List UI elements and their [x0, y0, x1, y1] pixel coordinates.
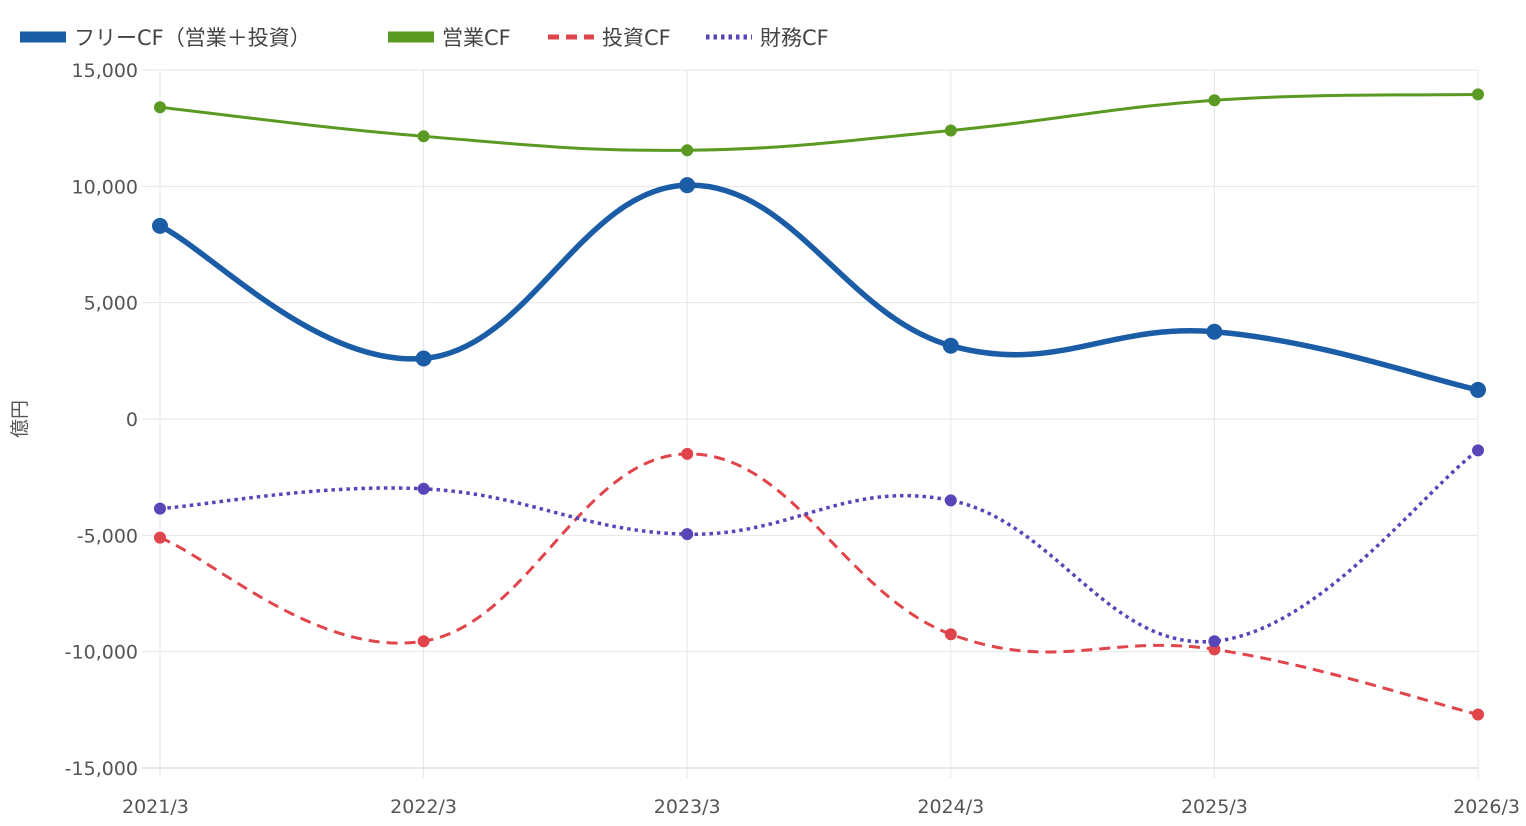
- legend-label[interactable]: 営業CF: [442, 26, 511, 50]
- data-point-series-3[interactable]: [681, 528, 694, 541]
- data-point-series-3[interactable]: [1472, 444, 1484, 457]
- y-tick-label: 15,000: [72, 60, 138, 82]
- data-point-series-1[interactable]: [681, 144, 694, 157]
- series-lines: [158, 92, 1480, 716]
- data-point-series-1[interactable]: [1472, 88, 1484, 101]
- y-tick-label: 10,000: [72, 176, 138, 198]
- legend-label[interactable]: 財務CF: [760, 26, 829, 50]
- legend-label[interactable]: 投資CF: [602, 26, 671, 50]
- y-axis-title: 億円: [9, 400, 31, 438]
- data-point-series-2[interactable]: [154, 531, 166, 544]
- x-tick-label: 2021/3: [122, 796, 189, 818]
- data-point-series-1[interactable]: [1208, 94, 1221, 107]
- data-point-series-2[interactable]: [681, 447, 694, 460]
- data-point-series-3[interactable]: [417, 482, 430, 495]
- x-tick-label: 2024/3: [917, 796, 984, 818]
- grid: [142, 69, 1479, 778]
- axes: 15,000 10,000 5,000 0 -5,000 -10,000 -15,000 20…: [9, 60, 1520, 818]
- y-tick-label: 5,000: [84, 293, 138, 315]
- data-point-series-0[interactable]: [679, 177, 696, 194]
- y-tick-label: 0: [126, 409, 138, 431]
- data-point-series-3[interactable]: [1208, 635, 1221, 648]
- data-point-series-3[interactable]: [154, 502, 166, 515]
- y-tick-label: -5,000: [77, 525, 138, 547]
- data-point-series-1[interactable]: [154, 101, 166, 114]
- data-point-series-2[interactable]: [417, 635, 430, 648]
- legend-label[interactable]: フリーCF（営業＋投資）: [74, 26, 311, 50]
- data-point-series-0[interactable]: [1470, 381, 1486, 398]
- x-tick-label: 2023/3: [654, 796, 721, 818]
- series-points: [152, 88, 1486, 721]
- y-tick-label: -10,000: [65, 642, 138, 664]
- data-point-series-1[interactable]: [944, 124, 957, 137]
- series-line-1: [159, 92, 1479, 152]
- data-point-series-0[interactable]: [1206, 323, 1223, 340]
- data-point-series-0[interactable]: [415, 350, 432, 367]
- data-point-series-2[interactable]: [944, 628, 957, 641]
- series-line-2: [159, 452, 1479, 716]
- data-point-series-0[interactable]: [152, 217, 168, 234]
- x-tick-label: 2026/3: [1453, 796, 1520, 818]
- legend: フリーCF（営業＋投資） 営業CF 投資CF 財務CF: [20, 26, 829, 50]
- data-point-series-3[interactable]: [944, 494, 957, 507]
- series-line-0: [158, 182, 1479, 393]
- x-tick-label: 2025/3: [1181, 796, 1248, 818]
- y-tick-label: -15,000: [65, 758, 138, 780]
- data-point-series-0[interactable]: [942, 337, 959, 354]
- data-point-series-2[interactable]: [1472, 708, 1484, 721]
- x-tick-label: 2022/3: [390, 796, 457, 818]
- data-point-series-1[interactable]: [417, 130, 430, 143]
- series-line-3: [159, 448, 1480, 644]
